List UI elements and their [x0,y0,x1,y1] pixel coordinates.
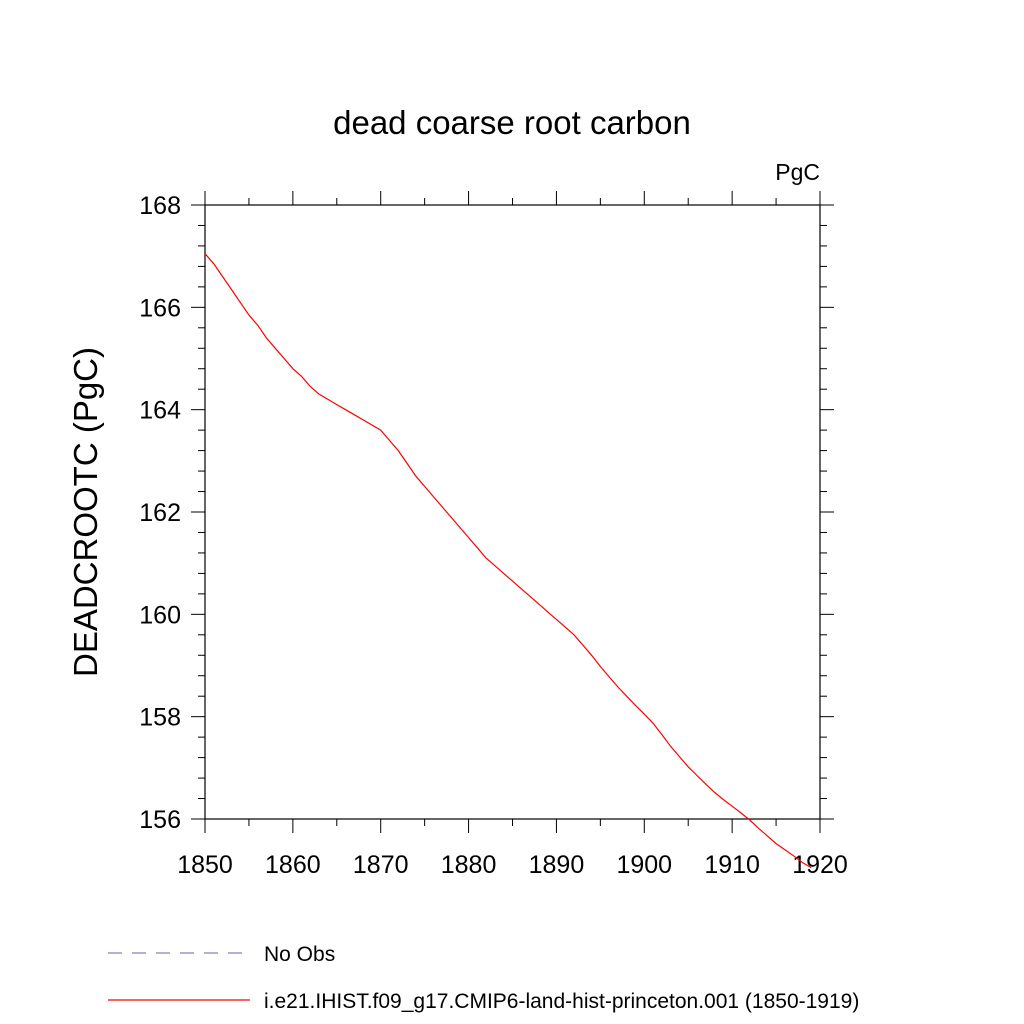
y-axis-label: DEADCROOTC (PgC) [67,347,104,677]
x-tick-label: 1860 [265,851,321,879]
y-tick-label: 156 [139,806,181,834]
x-tick-label: 1850 [177,851,233,879]
x-tick-label: 1920 [792,851,848,879]
series-lines [204,253,812,869]
y-tick-label: 158 [139,704,181,732]
plot-frame [204,204,821,820]
units-label: PgC [775,159,820,185]
legend: No Obs i.e21.IHIST.f09_g17.CMIP6-land-his… [108,943,859,1013]
series-line-0 [204,253,812,869]
legend-label: No Obs [264,943,335,966]
x-tick-label: 1890 [529,851,585,879]
x-tick-label: 1900 [616,851,672,879]
legend-label: i.e21.IHIST.f09_g17.CMIP6-land-hist-prin… [264,990,859,1013]
y-tick-label: 168 [139,192,181,220]
x-tick-label: 1870 [353,851,409,879]
y-tick-label: 166 [139,294,181,322]
chart-title: dead coarse root carbon [333,104,691,141]
y-tick-label: 164 [139,397,181,425]
x-tick-label: 1910 [704,851,760,879]
tick-labels: 1850 1860 1870 1880 1890 1900 1910 1920 156 158 16… [139,192,848,879]
axis-ticks [191,191,834,833]
y-tick-label: 162 [139,499,181,527]
y-tick-label: 160 [139,601,181,629]
x-tick-label: 1880 [441,851,497,879]
